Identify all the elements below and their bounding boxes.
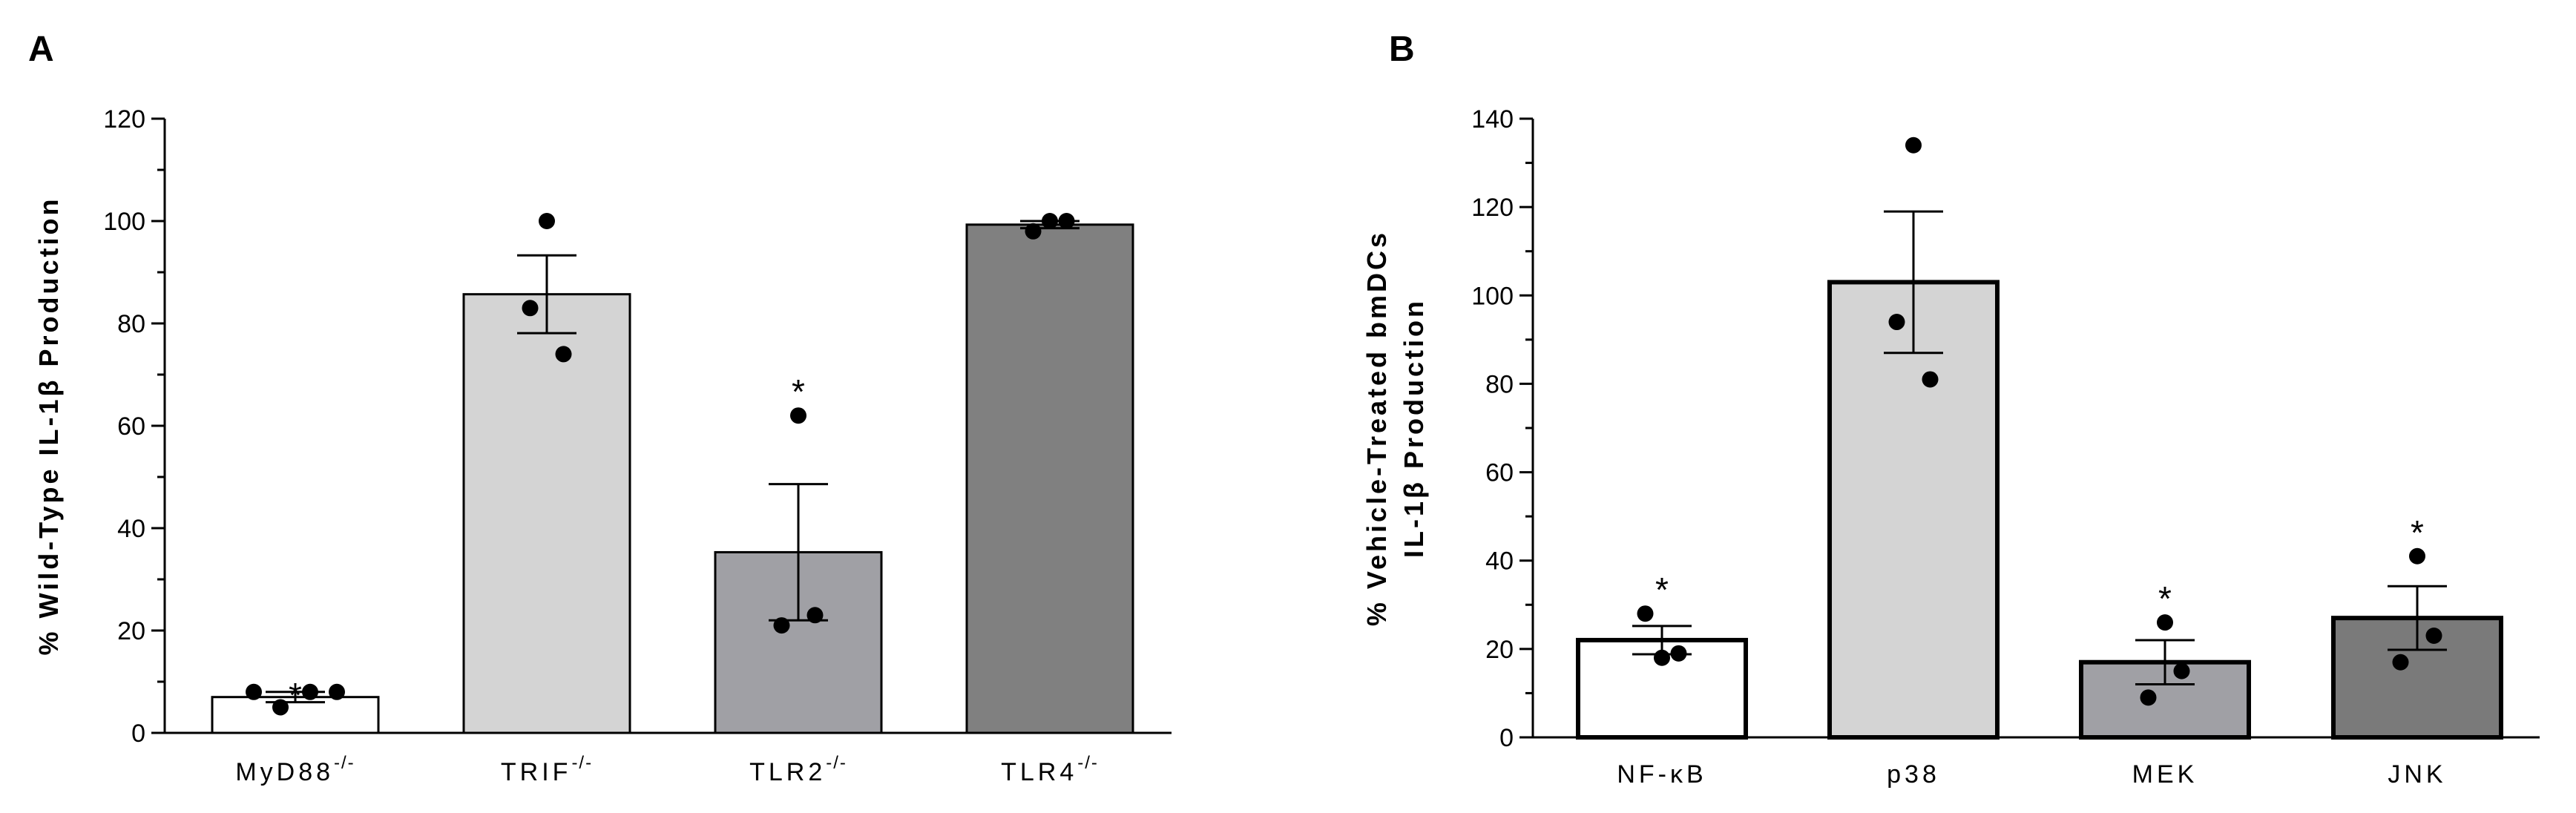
category-label: TLR4-/- (1001, 753, 1099, 786)
category-label: TLR2-/- (749, 753, 847, 786)
y-tick-label: 60 (117, 412, 145, 441)
category-label-base: TRIF (501, 758, 572, 786)
data-point (246, 683, 262, 700)
data-point (1905, 136, 1922, 154)
data-point (1888, 314, 1905, 331)
y-tick-label: 80 (1485, 370, 1514, 398)
y-axis-title: % Vehicle-Treated bmDCs (1361, 230, 1392, 626)
panel-a-chart: A % Wild-Type IL-1β Production 0 20 40 60 80 10… (28, 30, 1172, 786)
panel-label: A (28, 30, 54, 69)
category-label-base: p38 (1887, 760, 1940, 789)
data-point (1058, 213, 1075, 229)
y-tick-label: 120 (103, 105, 145, 134)
y-tick-label: 120 (1471, 194, 1514, 222)
significance-star: * (792, 372, 805, 411)
data-point (1025, 223, 1042, 240)
data-point (2140, 689, 2157, 706)
category-label: MyD88-/- (235, 753, 355, 786)
bar (1827, 280, 2000, 740)
category-label-superscript: -/- (571, 753, 593, 773)
category-label-base: MEK (2132, 760, 2198, 789)
bar (462, 293, 631, 734)
data-point (522, 300, 539, 317)
category-label-superscript: -/- (1077, 753, 1099, 773)
y-tick-label: 0 (1499, 724, 1514, 752)
data-point (2157, 614, 2173, 631)
data-point (539, 213, 555, 229)
y-tick-label: 40 (1485, 547, 1514, 576)
data-point (790, 407, 806, 424)
data-point (1042, 213, 1058, 229)
data-point (773, 617, 790, 634)
bar (965, 223, 1134, 734)
y-axis-title: % Wild-Type IL-1β Production (33, 197, 64, 656)
category-label-base: TLR2 (749, 758, 826, 786)
y-tick-label: 140 (1471, 105, 1514, 134)
category-label-superscript: -/- (826, 753, 847, 773)
category-label-base: TLR4 (1001, 758, 1077, 786)
category-label-superscript: -/- (334, 753, 355, 773)
data-point (1654, 649, 1670, 666)
significance-star: * (289, 676, 302, 714)
data-point (2392, 654, 2409, 671)
category-label: NF-κB (1617, 760, 1706, 789)
data-point (2409, 547, 2425, 565)
data-point (806, 607, 824, 624)
category-label: JNK (2388, 760, 2446, 789)
data-point (1922, 371, 1939, 388)
category-label-base: MyD88 (235, 758, 334, 786)
y-tick-label: 20 (117, 617, 145, 645)
data-point (555, 346, 572, 363)
data-point (1670, 645, 1687, 662)
significance-star: * (2411, 513, 2424, 552)
y-tick-label: 80 (117, 310, 145, 338)
significance-star: * (2158, 579, 2172, 618)
data-point (329, 683, 345, 700)
category-label-base: JNK (2388, 760, 2446, 789)
data-point (2425, 627, 2442, 644)
panel-b-chart: B % Vehicle-Treated bmDCs IL-1β Production… (1361, 30, 2540, 789)
y-tick-label: 0 (131, 720, 145, 748)
panel-label: B (1389, 30, 1415, 69)
data-point (272, 699, 289, 716)
y-tick-label: 20 (1485, 636, 1514, 664)
y-tick-label: 60 (1485, 459, 1514, 487)
y-axis-title: IL-1β Production (1399, 298, 1429, 558)
data-point (1637, 605, 1654, 622)
significance-star: * (1655, 570, 1669, 609)
category-label-base: NF-κB (1617, 760, 1706, 789)
y-tick-label: 100 (103, 208, 145, 236)
data-point (2173, 662, 2190, 679)
category-label: TRIF-/- (501, 753, 593, 786)
y-tick-label: 40 (117, 515, 145, 543)
y-tick-label: 100 (1471, 282, 1514, 310)
data-point (302, 683, 318, 700)
category-label: MEK (2132, 760, 2198, 789)
category-label: p38 (1887, 760, 1940, 789)
